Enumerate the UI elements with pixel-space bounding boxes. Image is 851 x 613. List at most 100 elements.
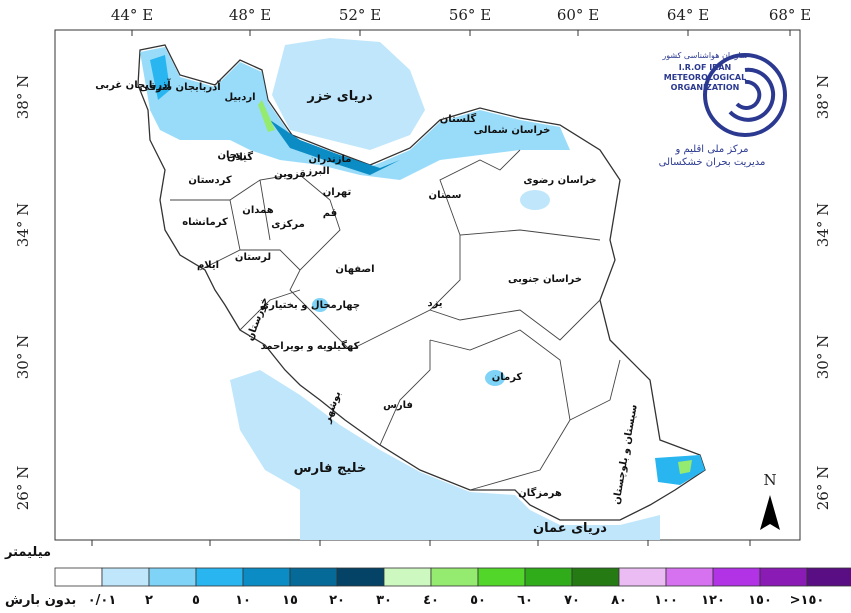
province-label: لرستان — [235, 252, 271, 263]
province-label: مازندران — [309, 154, 352, 165]
legend-swatch — [571, 567, 620, 587]
legend-label: ٢ — [145, 593, 153, 608]
province-label: یزد — [427, 298, 442, 309]
legend-swatch — [336, 567, 385, 587]
legend-label: ١٥٠ — [748, 593, 772, 608]
legend-swatch — [148, 567, 197, 587]
province-label: کرمانشاه — [182, 217, 228, 228]
province-label: خراسان جنوبی — [508, 274, 582, 285]
legend-label: ٣٠ — [376, 593, 392, 608]
legend-swatch — [665, 567, 714, 587]
lon-label: 56° E — [449, 6, 491, 24]
province-label: سمنان — [429, 190, 462, 201]
rain-area — [258, 100, 275, 132]
logo-text: I.R.OF IRAN — [679, 63, 731, 72]
caspian-sea — [272, 38, 425, 150]
province-label: کرمان — [492, 372, 523, 383]
province-label: هرمزگان — [518, 486, 562, 499]
north-label: N — [763, 471, 776, 489]
legend-label: ٦٠ — [517, 593, 533, 608]
lat-label: 34° N — [14, 203, 32, 247]
rain-area — [270, 120, 400, 175]
lat-label: 26° N — [814, 466, 832, 510]
province-label: کهگیلویه و بویراحمد — [261, 339, 360, 352]
legend-swatch — [195, 567, 244, 587]
legend-label: ٧٠ — [564, 593, 580, 608]
lon-label: 44° E — [111, 6, 153, 24]
rain-area — [520, 190, 550, 210]
province-label: تهران — [323, 187, 352, 198]
water-label: خلیج فارس — [294, 461, 367, 476]
legend-label: ٢٠ — [329, 593, 345, 608]
legend-swatch — [806, 567, 851, 587]
legend-label: ٠/٠١ — [88, 593, 117, 608]
province-label: همدان — [242, 205, 273, 216]
legend-swatch — [477, 567, 526, 587]
legend-label: ١٠٠ — [654, 593, 678, 608]
province-label: اردبیل — [224, 92, 255, 103]
legend-swatch — [101, 567, 150, 587]
province-label: خراسان شمالی — [474, 125, 551, 136]
province-label: خراسان رضوی — [523, 175, 596, 186]
province-label: قم — [323, 208, 337, 219]
province-label: ایلام — [197, 260, 219, 271]
province-label: کردستان — [188, 175, 232, 186]
rain-area — [678, 460, 692, 474]
legend-swatch — [242, 567, 291, 587]
logo-text: مرکز ملی اقلیم و — [674, 144, 748, 155]
logo-text: METEOROLOGICAL — [664, 73, 746, 82]
lat-label: 38° N — [14, 75, 32, 119]
province-label: چهارمحال و بختیاری — [260, 300, 360, 311]
province-label: گلستان — [440, 112, 477, 125]
province-label: زنجان — [217, 150, 246, 161]
lat-label: 38° N — [814, 75, 832, 119]
legend-label: ١٢٠ — [701, 593, 725, 608]
north-arrow — [760, 495, 780, 530]
province-label: مرکزی — [271, 219, 305, 230]
lat-label: 30° N — [14, 335, 32, 379]
legend-label: ٤٠ — [423, 593, 439, 608]
logo-text: ORGANIZATION — [671, 83, 740, 92]
logo-ring — [703, 53, 787, 137]
province-label: اصفهان — [335, 264, 374, 275]
province-label: فارس — [383, 400, 413, 411]
lat-label: 30° N — [814, 335, 832, 379]
province-label: البرز — [305, 166, 329, 177]
legend-label: >١٥٠ — [790, 593, 825, 608]
legend-swatch — [430, 567, 479, 587]
rain-area — [140, 47, 570, 180]
rain-area — [485, 370, 505, 386]
water-label: دریای خزر — [306, 89, 373, 104]
logo-mark — [728, 67, 776, 122]
lon-label: 64° E — [667, 6, 709, 24]
rain-area — [150, 55, 170, 100]
logo-text: سازمان هواشناسی کشور — [661, 51, 747, 60]
legend: ٠/٠١ ٢ ٥ ١٠ ١٥ ٢٠ ٣٠ ٤٠ ٥٠ ٦٠ ٧٠ ٨٠ ١٠٠ ١٢٠ ١٥٠ >١٥٠ — [54, 567, 851, 608]
province-borders — [170, 149, 621, 491]
lon-label: 60° E — [557, 6, 599, 24]
legend-swatch — [759, 567, 808, 587]
rain-area — [312, 298, 328, 312]
iran-outline — [137, 44, 706, 521]
legend-label: ٥٠ — [470, 593, 486, 608]
legend-swatch — [712, 567, 761, 587]
legend-swatch — [383, 567, 432, 587]
legend-swatch — [618, 567, 667, 587]
lon-label: 68° E — [769, 6, 811, 24]
lat-label: 34° N — [814, 203, 832, 247]
province-label: آذربایجان غربی — [95, 78, 171, 91]
legend-swatch — [289, 567, 338, 587]
legend-label: ١٠ — [235, 593, 251, 608]
province-label: آذربایجان شرقی — [139, 80, 221, 93]
legend-title: میلیمتر — [4, 545, 51, 560]
legend-label: ٥ — [192, 593, 200, 608]
legend-swatch — [524, 567, 573, 587]
logo-text: مدیریت بحران خشکسالی — [659, 157, 766, 168]
lat-label: 26° N — [14, 466, 32, 510]
water-label: دریای عمان — [533, 521, 607, 536]
legend-label: ٨٠ — [611, 593, 627, 608]
gulf-sea — [230, 370, 660, 540]
lon-label: 52° E — [339, 6, 381, 24]
province-label: قزوین — [274, 169, 306, 180]
